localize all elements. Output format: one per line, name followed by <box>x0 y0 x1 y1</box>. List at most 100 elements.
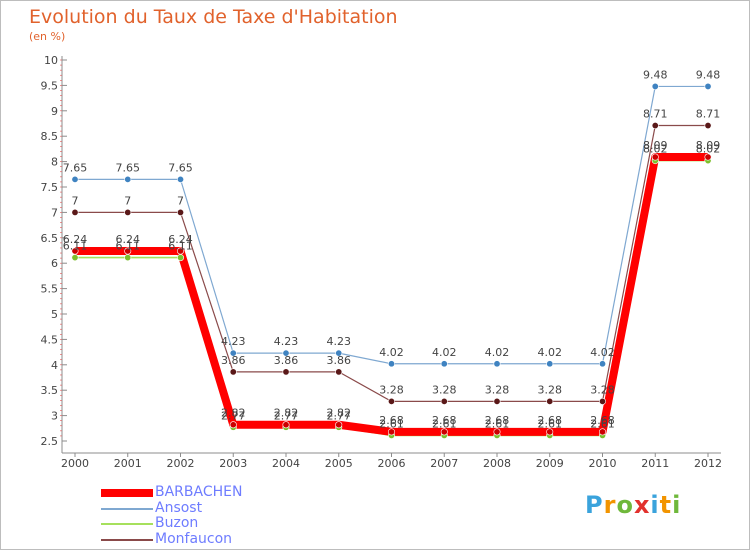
y-tick-label: 8.5 <box>41 130 59 143</box>
data-label-buzon: 2.61 <box>485 417 510 430</box>
data-label-monfaucon: 7 <box>72 194 79 207</box>
data-label-ansost: 4.02 <box>590 346 615 359</box>
data-label-ansost: 9.48 <box>696 68 721 81</box>
data-label-ansost: 4.02 <box>379 346 404 359</box>
data-label-buzon: 2.61 <box>538 417 563 430</box>
logo-letter: x <box>633 491 651 519</box>
chart-subtitle: (en %) <box>29 30 66 43</box>
y-tick-label: 4 <box>51 359 58 372</box>
data-label-buzon: 2.61 <box>432 417 457 430</box>
data-point-monfaucon <box>177 208 185 216</box>
data-point-ansost <box>229 349 237 357</box>
logo-letter: r <box>603 491 617 519</box>
data-point-ansost <box>704 82 712 90</box>
data-label-ansost: 4.23 <box>327 335 352 348</box>
data-label-monfaucon: 3.86 <box>274 354 299 367</box>
data-label-monfaucon: 3.28 <box>590 383 615 396</box>
data-point-monfaucon <box>704 122 712 130</box>
logo-letter: t <box>659 491 673 519</box>
legend-item-buzon: Buzon <box>101 515 341 532</box>
data-label-ansost: 4.02 <box>538 346 563 359</box>
legend-label: BARBACHEN <box>155 484 243 500</box>
data-point-monfaucon <box>651 122 659 130</box>
data-label-buzon: 2.77 <box>221 409 246 422</box>
data-label-buzon: 2.77 <box>274 409 299 422</box>
data-label-monfaucon: 3.28 <box>432 383 457 396</box>
data-label-ansost: 4.02 <box>432 346 457 359</box>
data-label-buzon: 6.11 <box>168 240 193 253</box>
data-label-barbachen: 6.24 <box>168 233 193 246</box>
x-tick-label: 2005 <box>325 457 353 470</box>
y-tick-label: 7 <box>51 206 58 219</box>
x-tick-label: 2002 <box>167 457 195 470</box>
y-tick-label: 3 <box>51 410 58 423</box>
data-point-ansost <box>440 360 448 368</box>
data-point-barbachen <box>229 421 237 429</box>
data-label-monfaucon: 3.86 <box>221 354 246 367</box>
x-tick-label: 2008 <box>483 457 511 470</box>
data-label-barbachen: 2.68 <box>432 414 457 427</box>
x-tick-label: 2006 <box>378 457 406 470</box>
y-tick-label: 6.5 <box>41 232 59 245</box>
data-point-ansost <box>387 360 395 368</box>
y-tick-label: 5.5 <box>41 283 59 296</box>
data-label-buzon: 2.61 <box>590 417 615 430</box>
x-tick-label: 2000 <box>61 457 89 470</box>
data-point-barbachen <box>387 428 395 436</box>
data-point-monfaucon <box>335 368 343 376</box>
legend-swatch <box>101 507 153 510</box>
data-label-ansost: 4.23 <box>221 335 246 348</box>
x-tick-label: 2004 <box>272 457 300 470</box>
data-point-barbachen <box>177 247 185 255</box>
data-label-barbachen: 2.68 <box>379 414 404 427</box>
data-label-monfaucon: 7 <box>177 194 184 207</box>
data-label-buzon: 6.11 <box>63 240 88 253</box>
y-tick-label: 5 <box>51 308 58 321</box>
data-point-buzon <box>177 254 185 262</box>
data-point-barbachen <box>598 428 606 436</box>
data-point-ansost <box>124 175 132 183</box>
data-label-barbachen: 2.68 <box>538 414 563 427</box>
data-point-barbachen <box>71 247 79 255</box>
data-label-ansost: 7.65 <box>168 161 193 174</box>
logo-letter: P <box>585 491 604 519</box>
legend-label: Ansost <box>155 499 203 516</box>
x-tick-label: 2011 <box>641 457 669 470</box>
data-point-buzon <box>71 254 79 262</box>
y-tick-label: 3.5 <box>41 384 59 397</box>
legend-item-barbachen: BARBACHEN <box>101 484 341 501</box>
legend-item-monfaucon: Monfaucon <box>101 531 341 548</box>
data-label-barbachen: 2.68 <box>590 414 615 427</box>
data-point-monfaucon <box>229 368 237 376</box>
legend-item-ansost: Ansost <box>101 499 341 517</box>
data-label-barbachen: 6.24 <box>116 233 141 246</box>
x-tick-label: 2012 <box>694 457 722 470</box>
data-label-barbachen: 6.24 <box>63 233 88 246</box>
data-point-monfaucon <box>493 397 501 405</box>
data-label-monfaucon: 8.71 <box>643 108 668 121</box>
chart-title: Evolution du Taux de Taxe d'Habitation <box>29 6 398 28</box>
data-point-ansost <box>651 82 659 90</box>
data-label-barbachen: 8.09 <box>643 139 668 152</box>
data-point-barbachen <box>335 421 343 429</box>
data-point-ansost <box>177 175 185 183</box>
y-tick-label: 10 <box>44 54 58 67</box>
data-point-ansost <box>335 349 343 357</box>
data-point-barbachen <box>124 247 132 255</box>
chart-legend: BARBACHEN Ansost Buzon Monfaucon <box>101 484 341 548</box>
series-line-ansost <box>75 85 708 365</box>
data-point-monfaucon <box>282 368 290 376</box>
data-point-ansost <box>546 360 554 368</box>
data-label-buzon: 2.77 <box>327 409 352 422</box>
y-tick-label: 9.5 <box>41 79 59 92</box>
logo-letter: o <box>616 491 634 519</box>
data-label-ansost: 4.02 <box>485 346 510 359</box>
data-point-monfaucon <box>546 397 554 405</box>
x-tick-label: 2007 <box>430 457 458 470</box>
x-tick-label: 2001 <box>114 457 142 470</box>
data-point-barbachen <box>282 421 290 429</box>
proxiti-logo: Proxiti <box>585 491 681 519</box>
logo-letter: i <box>650 491 660 519</box>
